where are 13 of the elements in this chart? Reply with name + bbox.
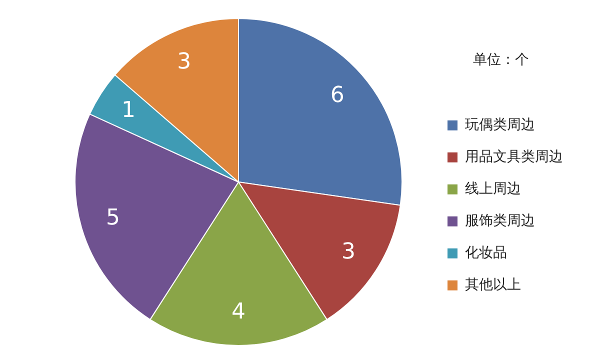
data-label: 5	[106, 206, 120, 231]
data-label: 3	[177, 50, 192, 75]
data-label: 4	[232, 300, 246, 325]
data-label: 3	[342, 239, 356, 264]
legend-label: 用品文具类周边	[465, 149, 563, 166]
data-label: 6	[330, 83, 344, 108]
legend-title: 单位：个	[473, 52, 529, 68]
legend-label: 服饰类周边	[465, 213, 535, 230]
legend-label: 其他以上	[465, 277, 521, 294]
legend-label: 线上周边	[465, 181, 521, 198]
data-label: 1	[121, 98, 136, 124]
legend-label: 化妆品	[465, 245, 507, 262]
legend-label: 玩偶类周边	[465, 117, 535, 134]
